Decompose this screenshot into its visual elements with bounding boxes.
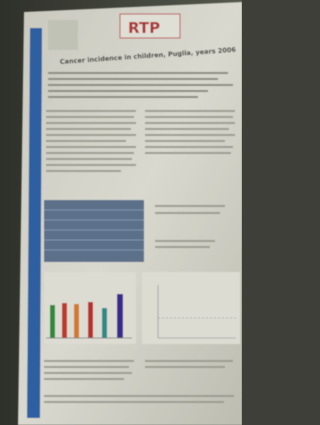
bar (62, 303, 67, 338)
bar (88, 302, 93, 338)
photo: RTP Cancer incidence in children, Puglia… (0, 0, 242, 425)
logo-left (48, 20, 78, 50)
bar (117, 294, 123, 338)
logo-text: RTP (128, 19, 160, 37)
bar (102, 308, 107, 338)
poster-photo: RTP Cancer incidence in children, Puglia… (0, 0, 242, 425)
line-chart-panel (142, 272, 240, 344)
bar (50, 305, 55, 338)
data-table (44, 200, 144, 262)
bar (74, 304, 79, 338)
poster: RTP Cancer incidence in children, Puglia… (18, 2, 242, 425)
